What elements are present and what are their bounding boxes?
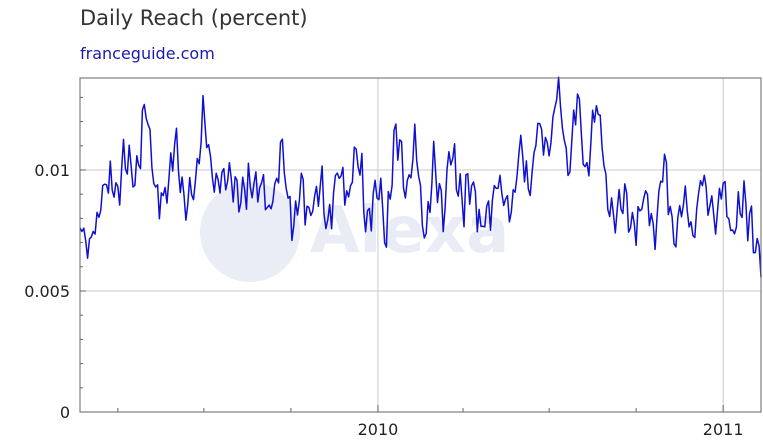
watermark-logo-icon [200,182,300,282]
tick-labels: 0 0.005 0.01 2010 2011 [24,161,743,439]
y-tick-label: 0.005 [24,282,70,301]
grid-lines [80,78,761,412]
x-tick-label: 2010 [358,420,399,439]
daily-reach-line [79,76,762,278]
chart-subtitle[interactable]: franceguide.com [80,44,215,63]
y-tick-label: 0.01 [34,161,70,180]
y-tick-label: 0 [60,403,70,422]
watermark-text: Alexa [310,194,509,268]
series-layer [79,76,762,278]
chart-title: Daily Reach (percent) [80,6,308,30]
axes [79,77,762,413]
plot-frame [79,77,762,413]
x-tick-label: 2011 [703,420,744,439]
